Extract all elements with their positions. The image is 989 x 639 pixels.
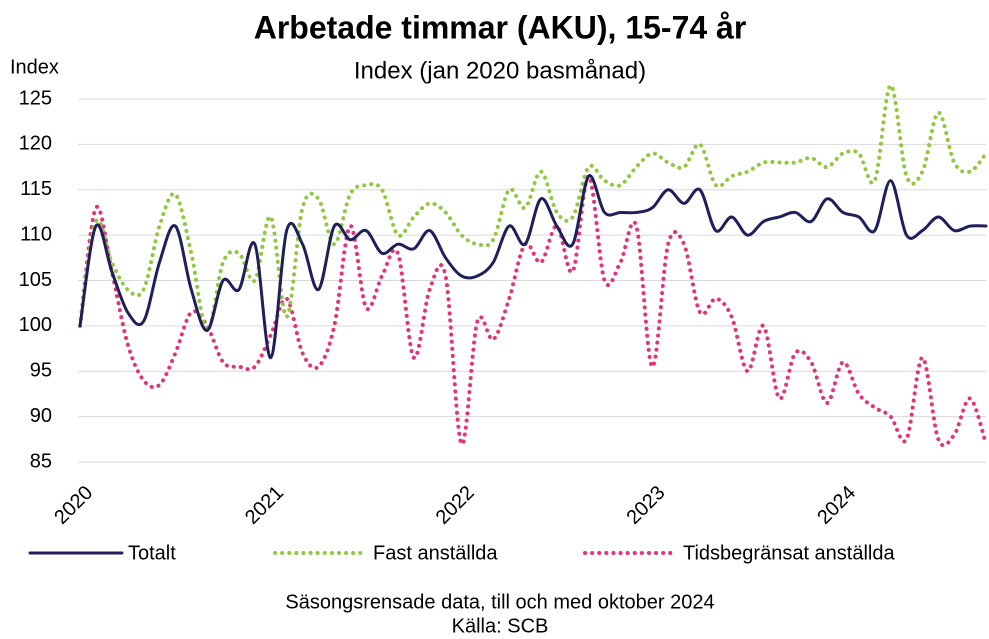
- chart-subtitle: Index (jan 2020 basmånad): [354, 57, 646, 84]
- y-tick-label: 90: [30, 405, 52, 427]
- chart-title: Arbetade timmar (AKU), 15-74 år: [254, 9, 747, 45]
- y-tick-label: 120: [19, 133, 52, 155]
- note: Säsongsrensade data, till och med oktobe…: [285, 591, 714, 613]
- y-tick-label: 125: [19, 87, 52, 109]
- x-tick-label: 2020: [50, 482, 97, 529]
- legend-label: Fast anställda: [373, 542, 498, 564]
- y-tick-label: 95: [30, 360, 52, 382]
- y-axis-label: Index: [10, 56, 59, 78]
- legend-label: Tidsbegränsat anställda: [683, 542, 895, 564]
- y-tick-label: 115: [20, 178, 52, 200]
- series-line: [78, 83, 988, 333]
- x-tick-label: 2024: [813, 482, 860, 529]
- y-tick-label: 110: [20, 223, 52, 245]
- y-tick-label: 105: [19, 269, 52, 291]
- legend-label: Totalt: [128, 542, 176, 564]
- series-line: [78, 174, 988, 360]
- source: Källa: SCB: [452, 615, 549, 637]
- x-tick-label: 2022: [432, 482, 479, 529]
- y-tick-label: 85: [30, 450, 52, 472]
- x-tick-label: 2021: [241, 482, 288, 529]
- x-tick-label: 2023: [622, 482, 669, 529]
- y-tick-label: 100: [19, 314, 52, 336]
